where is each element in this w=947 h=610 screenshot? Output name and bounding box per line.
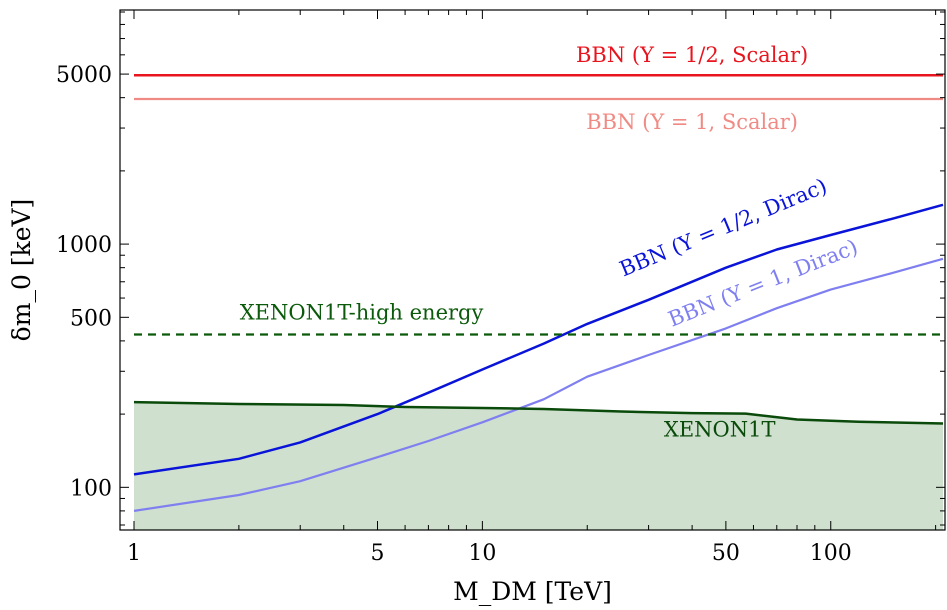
bbn-half-scalar-label: BBN (Y = 1/2, Scalar) — [576, 43, 808, 67]
y-tick-label: 100 — [70, 476, 112, 501]
xenon1t-line — [133, 400, 944, 425]
x-tick-label: 5 — [371, 541, 385, 566]
x-tick-label: 50 — [712, 541, 740, 566]
x-axis-title: M_DM [TeV] — [453, 577, 612, 606]
fill-layer — [134, 402, 943, 530]
xenon1t-high-energy-label: XENON1T-high energy — [240, 300, 484, 324]
y-axis-title: δm_0 [keV] — [7, 199, 36, 342]
series-layer — [133, 73, 944, 512]
x-tick-label: 100 — [810, 541, 852, 566]
x-tick-label: 10 — [468, 541, 496, 566]
tick-layer: 1 5 10 50 100 100 500 1000 5000 — [56, 10, 945, 566]
plot-frame — [119, 9, 946, 531]
xenon1t-label: XENON1T — [664, 417, 776, 441]
bbn-one-dirac-line — [133, 257, 944, 512]
series-label-layer: BBN (Y = 1/2, Scalar) BBN (Y = 1, Scalar)… — [240, 43, 861, 441]
axis-title-layer: M_DM [TeV] δm_0 [keV] — [7, 199, 612, 606]
x-tick-label: 1 — [127, 541, 141, 566]
bbn-half-dirac-line — [133, 203, 944, 476]
y-tick-label: 5000 — [56, 63, 112, 88]
y-tick-label: 500 — [70, 306, 112, 331]
y-tick-label: 1000 — [56, 233, 112, 258]
xenon1t-fill — [134, 402, 943, 530]
bbn-one-scalar-label: BBN (Y = 1, Scalar) — [586, 110, 798, 134]
